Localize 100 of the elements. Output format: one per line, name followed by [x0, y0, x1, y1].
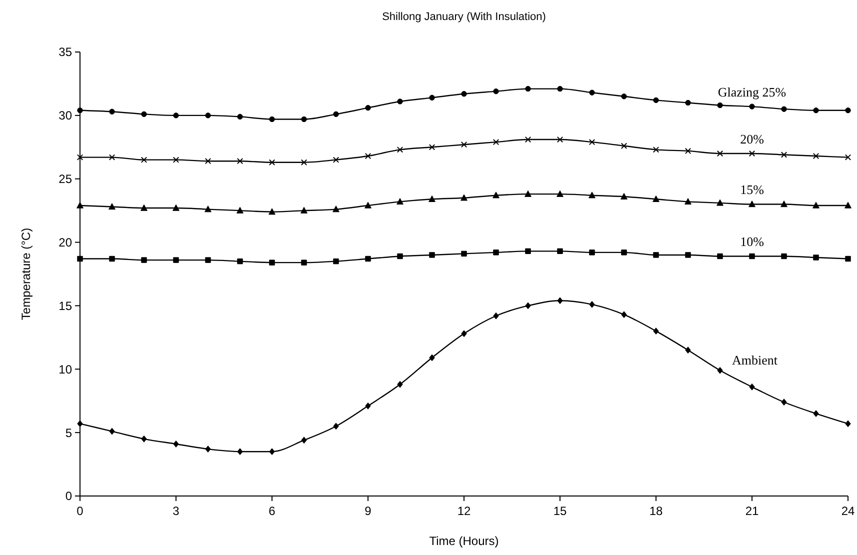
series-label: 20% [740, 131, 764, 146]
point [77, 256, 83, 262]
point [301, 260, 307, 266]
point [204, 206, 212, 212]
point [428, 144, 436, 150]
point [813, 410, 819, 417]
point [397, 380, 403, 388]
point [588, 138, 596, 146]
y-axis-title: Temperature (°C) [19, 228, 33, 320]
x-tick-label: 18 [649, 504, 663, 518]
point [716, 199, 724, 206]
point [269, 116, 275, 122]
point [365, 104, 371, 111]
point [684, 148, 692, 154]
point [108, 203, 116, 210]
point [428, 196, 436, 202]
point [524, 136, 532, 143]
point [333, 422, 339, 430]
point [781, 253, 787, 260]
point [173, 257, 179, 263]
point [429, 354, 435, 362]
series-label: 10% [740, 234, 764, 250]
point [300, 206, 308, 214]
point [844, 202, 852, 208]
point [237, 114, 243, 120]
x-tick-label: 12 [457, 504, 471, 518]
point [621, 250, 627, 256]
x-tick-label: 15 [553, 504, 567, 518]
point [460, 194, 468, 201]
point [172, 204, 180, 211]
point [781, 398, 787, 406]
point [461, 330, 467, 338]
point [589, 300, 595, 308]
y-tick-label: 30 [58, 108, 72, 123]
point [524, 190, 532, 197]
point [620, 192, 628, 200]
point [653, 328, 659, 335]
point [845, 108, 851, 114]
point [269, 260, 275, 266]
point [845, 420, 851, 428]
point [652, 196, 660, 202]
point [557, 86, 563, 92]
point [300, 159, 308, 166]
point [397, 253, 403, 260]
point [108, 154, 116, 160]
point [396, 198, 404, 205]
point [748, 150, 756, 157]
point [140, 156, 148, 163]
x-axis-title: Time (Hours) [429, 534, 499, 548]
point [492, 138, 500, 146]
point [460, 142, 468, 148]
y-tick-label: 5 [65, 426, 72, 440]
point [588, 192, 596, 198]
point [237, 258, 243, 264]
point [812, 202, 820, 208]
point [109, 256, 115, 262]
point [556, 136, 564, 143]
chart-title: Shillong January (With Insulation) [382, 11, 546, 23]
point [685, 346, 691, 354]
point [109, 108, 115, 114]
point [621, 311, 627, 318]
point [685, 100, 691, 106]
point [396, 146, 404, 153]
point [236, 206, 244, 214]
point [492, 192, 500, 198]
point [557, 297, 563, 304]
y-tick-label: 35 [58, 45, 72, 60]
x-tick-label: 9 [364, 504, 372, 518]
point [749, 253, 755, 260]
point [589, 250, 595, 256]
y-tick-label: 15 [58, 298, 72, 313]
point [748, 200, 756, 208]
point [204, 158, 212, 164]
point [397, 98, 403, 104]
point [621, 94, 627, 100]
point [557, 248, 563, 254]
point [76, 202, 84, 208]
series-label: Ambient [732, 352, 778, 368]
point [364, 202, 372, 208]
point [365, 402, 371, 410]
point [332, 206, 340, 212]
point [717, 253, 723, 260]
point [620, 142, 628, 149]
x-tick-label: 3 [172, 504, 180, 518]
point [205, 112, 211, 118]
point [717, 102, 723, 108]
point [141, 435, 147, 442]
point [813, 254, 819, 260]
x-tick-label: 21 [745, 504, 759, 518]
point [461, 250, 467, 257]
point [109, 428, 115, 435]
point [333, 258, 339, 264]
y-tick-label: 10 [58, 362, 72, 376]
point [141, 257, 147, 263]
point [173, 440, 179, 448]
point [525, 86, 531, 92]
series-label: 15% [740, 182, 764, 198]
y-tick-label: 20 [58, 235, 72, 250]
point [429, 94, 435, 101]
point [236, 158, 244, 164]
